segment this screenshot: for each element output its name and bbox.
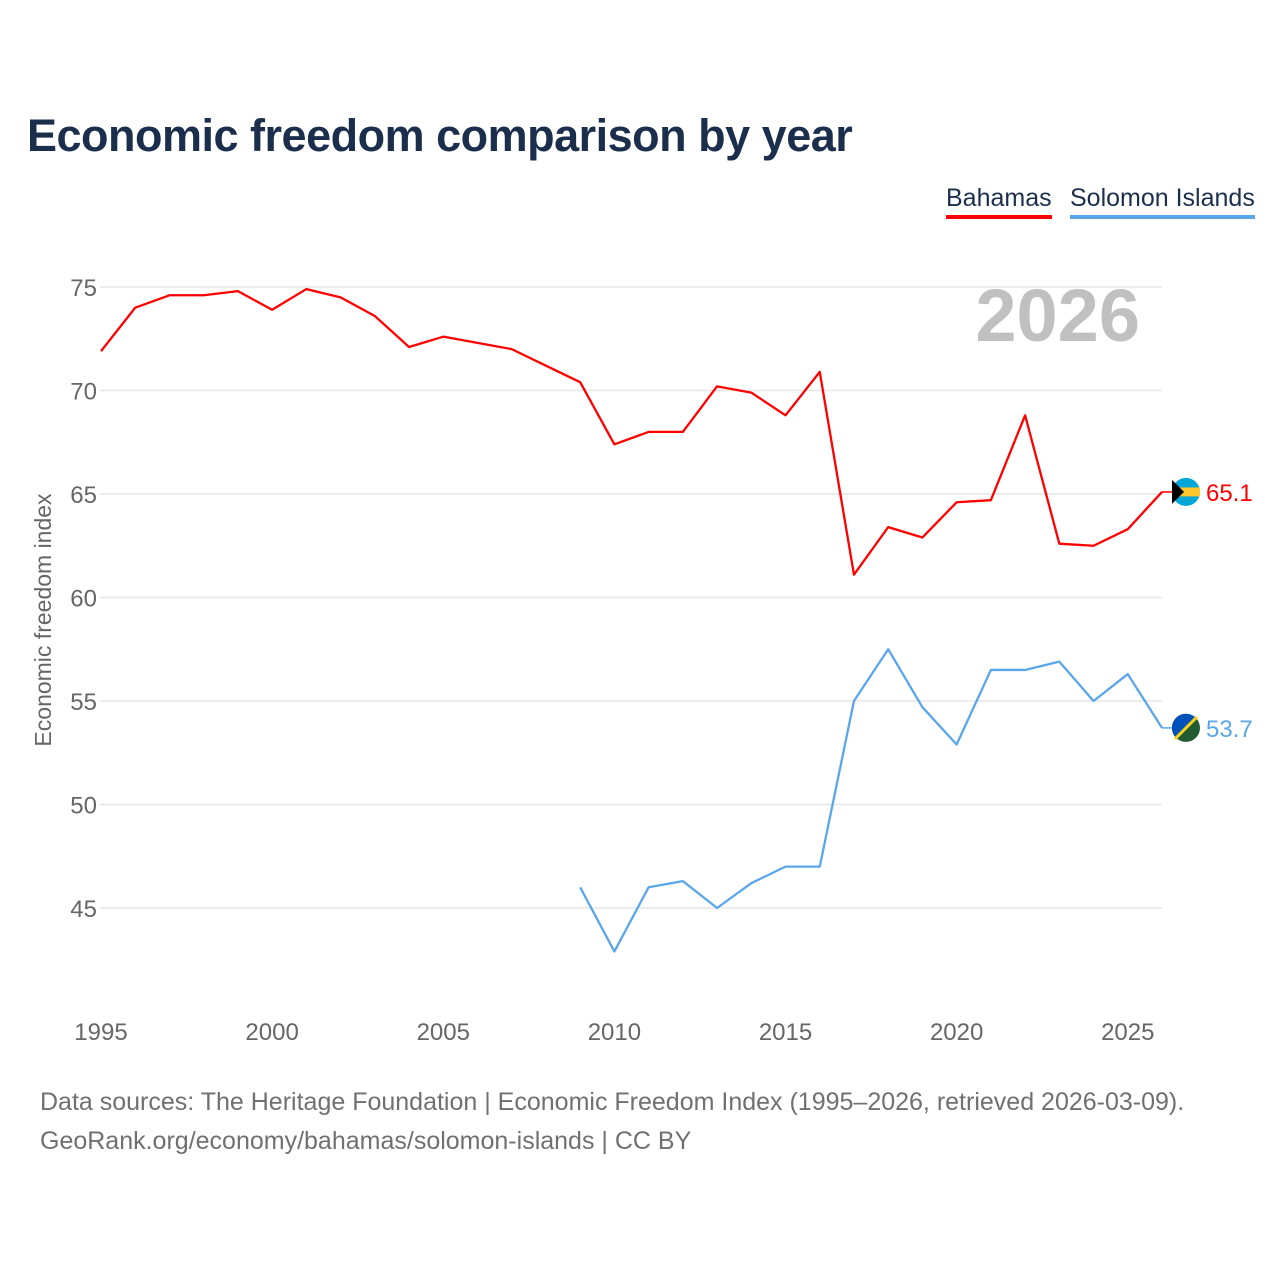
y-tick-label: 75 — [70, 275, 97, 302]
x-tick-label: 2025 — [1101, 1019, 1154, 1046]
y-tick-label: 50 — [70, 793, 97, 820]
data-point — [1023, 413, 1027, 417]
data-point — [578, 380, 582, 384]
y-axis-label: Economic freedom index — [30, 493, 56, 747]
data-point — [1126, 672, 1130, 676]
data-point — [441, 335, 445, 339]
data-point — [475, 341, 479, 345]
year-label: 2026 — [975, 274, 1140, 357]
solomon-flag-blue — [1171, 713, 1196, 738]
data-point — [647, 885, 651, 889]
y-tick-label: 70 — [70, 379, 97, 406]
data-point — [681, 879, 685, 883]
data-point — [1057, 542, 1061, 546]
data-point — [647, 430, 651, 434]
x-tick-label: 2000 — [245, 1019, 298, 1046]
y-tick-label: 60 — [70, 586, 97, 613]
data-point — [715, 384, 719, 388]
series-line-solomon-islands — [579, 648, 1163, 953]
y-tick-label: 45 — [70, 896, 97, 923]
bahamas-flag-triangle — [1172, 479, 1184, 504]
data-point — [681, 430, 685, 434]
data-point — [578, 885, 582, 889]
data-point — [784, 413, 788, 417]
data-point — [612, 949, 616, 953]
x-tick-label: 2010 — [588, 1019, 641, 1046]
data-point — [1023, 668, 1027, 672]
data-point — [202, 293, 206, 297]
data-point — [236, 289, 240, 293]
data-point — [852, 573, 856, 577]
data-point — [852, 699, 856, 703]
chart-title: Economic freedom comparison by year — [27, 110, 853, 161]
data-point — [304, 287, 308, 291]
x-tick-label: 2015 — [759, 1019, 812, 1046]
bahamas-flag-stripe — [1172, 487, 1200, 497]
data-point — [133, 306, 137, 310]
end-value-label: 65.1 — [1206, 480, 1253, 507]
data-point — [886, 525, 890, 529]
legend-item-solomon-islands[interactable]: Solomon Islands — [1070, 184, 1255, 219]
end-value-label: 53.7 — [1206, 716, 1253, 743]
x-tick-label: 2020 — [930, 1019, 983, 1046]
series-line-bahamas — [100, 287, 1163, 576]
data-point — [544, 364, 548, 368]
x-tick-label: 1995 — [74, 1019, 127, 1046]
data-point — [510, 347, 514, 351]
legend-item-bahamas[interactable]: Bahamas — [946, 184, 1052, 219]
data-point — [1092, 544, 1096, 548]
data-point — [715, 906, 719, 910]
data-point — [339, 295, 343, 299]
y-tick-label: 65 — [70, 482, 97, 509]
data-point — [407, 345, 411, 349]
data-point — [749, 881, 753, 885]
data-source-text: Data sources: The Heritage Foundation | … — [40, 1088, 1185, 1116]
data-point — [886, 647, 890, 651]
x-tick-label: 2005 — [417, 1019, 470, 1046]
y-tick-label: 55 — [70, 689, 97, 716]
data-point — [989, 498, 993, 502]
data-point — [818, 370, 822, 374]
data-point — [784, 865, 788, 869]
data-point — [270, 308, 274, 312]
data-point — [167, 293, 171, 297]
solomon-flag-stripe — [1173, 715, 1199, 740]
data-point — [955, 500, 959, 504]
data-point — [612, 442, 616, 446]
data-point — [1057, 660, 1061, 664]
data-point — [818, 865, 822, 869]
data-point — [989, 668, 993, 672]
data-point — [1092, 699, 1096, 703]
data-point — [99, 349, 103, 353]
data-point — [955, 742, 959, 746]
source-url-text: GeoRank.org/economy/bahamas/solomon-isla… — [40, 1127, 692, 1155]
data-point — [373, 314, 377, 318]
data-point — [749, 391, 753, 395]
data-point — [920, 705, 924, 709]
data-point — [920, 535, 924, 539]
data-point — [1126, 527, 1130, 531]
